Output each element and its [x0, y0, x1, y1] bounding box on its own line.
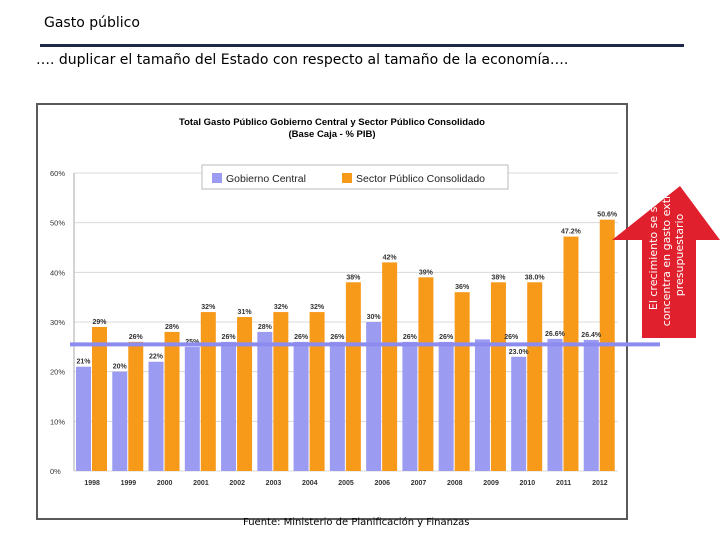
y-tick-label: 0% — [50, 467, 61, 476]
data-label-gobierno-central: 26% — [403, 334, 418, 341]
bar-sector-publico — [418, 277, 434, 471]
bar-gobierno-central — [76, 366, 91, 471]
data-label-gobierno-central: 30% — [367, 314, 382, 321]
bar-gobierno-central — [112, 371, 128, 471]
data-label-sector-publico: 31% — [238, 309, 253, 316]
bar-gobierno-central — [221, 341, 237, 471]
data-label-gobierno-central: 21% — [76, 359, 91, 366]
data-label-sector-publico: 28% — [165, 324, 180, 331]
bar-gobierno-central — [474, 339, 490, 471]
data-label-gobierno-central: 26% — [439, 334, 454, 341]
bar-sector-publico — [237, 317, 253, 471]
data-label-sector-publico: 39% — [419, 269, 434, 276]
x-tick-label: 2004 — [302, 480, 318, 487]
bar-sector-publico — [563, 236, 579, 471]
data-label-sector-publico: 38% — [346, 274, 361, 281]
bar-gobierno-central — [148, 361, 164, 471]
data-label-sector-publico: 38.0% — [525, 274, 546, 281]
data-label-gobierno-central: 26% — [222, 334, 237, 341]
title-divider — [40, 44, 684, 47]
bar-sector-publico — [527, 282, 543, 471]
bar-sector-publico — [273, 312, 289, 471]
bar-gobierno-central — [329, 341, 345, 471]
y-tick-label: 60% — [50, 169, 65, 178]
legend-swatch-gobierno-central — [212, 173, 222, 183]
data-label-sector-publico: 42% — [383, 254, 398, 261]
bar-gobierno-central — [402, 341, 418, 471]
x-tick-label: 2010 — [520, 480, 536, 487]
bar-chart: Total Gasto Público Gobierno Central y S… — [50, 117, 618, 487]
bar-sector-publico — [599, 219, 615, 471]
bar-gobierno-central — [438, 341, 454, 471]
data-label-gobierno-central: 22% — [149, 354, 164, 361]
source-note: Fuente: Ministerio de Planificación y Fi… — [243, 517, 470, 528]
bar-gobierno-central — [366, 322, 382, 471]
data-label-sector-publico: 32% — [201, 304, 216, 311]
bar-sector-publico — [345, 282, 361, 471]
legend-label-gobierno-central: Gobierno Central — [226, 173, 306, 185]
data-label-sector-publico: 26% — [129, 334, 144, 341]
data-label-sector-publico: 47.2% — [561, 229, 582, 236]
y-tick-label: 40% — [50, 268, 65, 277]
data-label-sector-publico: 32% — [274, 304, 289, 311]
x-tick-label: 2000 — [157, 480, 173, 487]
data-label-sector-publico: 32% — [310, 304, 325, 311]
data-label-gobierno-central: 26% — [294, 334, 309, 341]
bar-sector-publico — [200, 312, 216, 471]
bar-sector-publico — [490, 282, 506, 471]
chart-subtitle: (Base Caja - % PIB) — [288, 129, 375, 140]
data-label-gobierno-central: 26.6% — [545, 331, 566, 338]
slide-title: Gasto público — [44, 15, 140, 31]
bar-sector-publico — [164, 331, 180, 471]
bar-gobierno-central — [293, 341, 309, 471]
y-tick-label: 20% — [50, 368, 65, 377]
bar-gobierno-central — [583, 339, 599, 471]
legend-label-sector-publico: Sector Público Consolidado — [356, 173, 485, 185]
data-label-sector-publico: 29% — [92, 319, 107, 326]
x-tick-label: 2002 — [229, 480, 245, 487]
data-label-sector-publico: 36% — [455, 284, 470, 291]
legend-swatch-sector-publico — [342, 173, 352, 183]
data-label-gobierno-central: 26% — [330, 334, 345, 341]
data-label-gobierno-central: 23.0% — [509, 349, 530, 356]
x-tick-label: 2006 — [374, 480, 390, 487]
data-label-extra: 26% — [504, 334, 519, 341]
x-tick-label: 2005 — [338, 480, 354, 487]
slide-subtitle: …. duplicar el tamaño del Estado con res… — [36, 52, 569, 68]
data-label-gobierno-central: 25% — [185, 339, 200, 346]
x-tick-label: 1998 — [84, 480, 100, 487]
bar-sector-publico — [128, 341, 144, 471]
data-label-sector-publico: 50.6% — [597, 212, 618, 219]
x-tick-label: 2012 — [592, 480, 608, 487]
x-tick-label: 2009 — [483, 480, 499, 487]
legend-box — [201, 164, 509, 190]
y-tick-label: 30% — [50, 318, 65, 327]
y-tick-label: 10% — [50, 417, 65, 426]
bar-sector-publico — [92, 326, 107, 471]
bar-gobierno-central — [511, 356, 527, 471]
bar-gobierno-central — [547, 338, 563, 471]
bar-gobierno-central — [257, 331, 273, 471]
data-label-gobierno-central: 20% — [113, 364, 128, 371]
chart-title: Total Gasto Público Gobierno Central y S… — [179, 117, 485, 128]
bar-sector-publico — [454, 292, 470, 471]
bar-sector-publico — [382, 262, 398, 471]
callout-text: El crecimiento se se concentra en gasto … — [647, 183, 686, 327]
bar-gobierno-central — [184, 346, 200, 471]
y-tick-label: 50% — [50, 219, 65, 228]
x-tick-label: 2007 — [411, 480, 427, 487]
bar-sector-publico — [309, 312, 325, 471]
x-tick-label: 2008 — [447, 480, 463, 487]
x-tick-label: 2003 — [266, 480, 282, 487]
x-tick-label: 2001 — [193, 480, 209, 487]
data-label-gobierno-central: 28% — [258, 324, 273, 331]
x-tick-label: 1999 — [121, 480, 137, 487]
data-label-gobierno-central: 26.4% — [581, 332, 602, 339]
data-label-sector-publico: 38% — [491, 274, 506, 281]
x-tick-label: 2011 — [556, 480, 571, 487]
